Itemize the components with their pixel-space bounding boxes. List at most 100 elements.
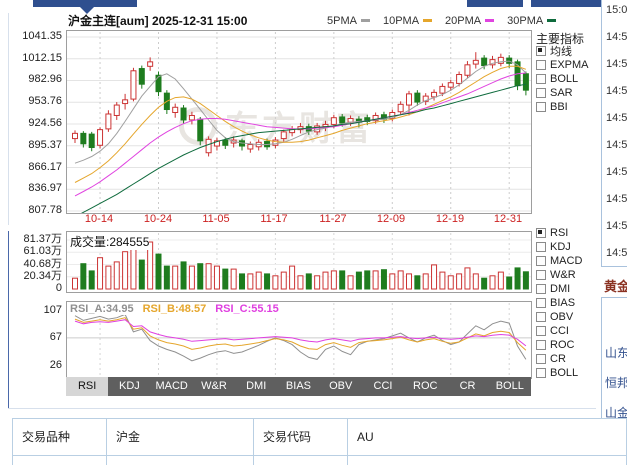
indicator-rsi[interactable]: RSI [536, 226, 600, 240]
rsi-values-header: RSI_A:34.95 RSI_B:48.57 RSI_C:55.15 [70, 303, 293, 315]
indicator-expma[interactable]: EXPMA [536, 58, 600, 72]
tab-macd[interactable]: MACD [155, 380, 188, 392]
legend-swatch [360, 19, 370, 22]
field-value-code: AU [348, 419, 627, 456]
checkbox-icon [536, 368, 546, 378]
volume-tick-label: 40.68万 [23, 258, 62, 270]
rsi-a-value: RSI_A:34.95 [70, 303, 134, 315]
time-list-item[interactable]: 14:5 [606, 220, 627, 232]
section-divider [8, 408, 596, 409]
top-button-right[interactable] [531, 0, 603, 7]
tab-cci[interactable]: CCI [373, 380, 393, 392]
volume-chart[interactable]: 成交量:284555 [66, 231, 532, 293]
legend-label: 30PMA [507, 15, 544, 27]
tab-dmi[interactable]: DMI [246, 380, 267, 392]
time-list-item[interactable]: 14:5 [606, 139, 627, 151]
date-tick-label: 11-05 [202, 213, 230, 225]
indicator-label: OBV [550, 311, 574, 323]
price-tick-label: 982.96 [28, 73, 62, 85]
indicator-label: EXPMA [550, 59, 589, 71]
indicator-label: ROC [550, 339, 575, 351]
indicator-label: MACD [550, 255, 583, 267]
ma-legend: 5PMA 10PMA 20PMA 30PMA [327, 15, 557, 27]
tab-arrow-down-icon [80, 7, 94, 14]
top-button-left[interactable] [467, 0, 523, 7]
indicator-cr[interactable]: CR [536, 352, 600, 366]
indicator-label: CCI [550, 325, 569, 337]
candlestick-chart[interactable]: 东方财富 [66, 30, 532, 214]
price-tick-label: 866.17 [28, 161, 62, 173]
legend-item-5pma: 5PMA [327, 15, 370, 27]
rsi-tick-label: 107 [43, 304, 62, 316]
stock-link[interactable]: 山东 [605, 346, 627, 360]
volume-value-label: 成交量:284555 [70, 233, 150, 250]
indicator-boll[interactable]: BOLL [536, 72, 600, 86]
stock-link[interactable]: 恒邦 [605, 376, 627, 390]
legend-item-30pma: 30PMA [507, 15, 557, 27]
indicator-obv[interactable]: OBV [536, 310, 600, 324]
checkbox-icon [536, 284, 546, 294]
volume-tick-label: 81.37万 [23, 233, 62, 245]
indicator-boll[interactable]: BOLL [536, 366, 600, 380]
indicator-ma[interactable]: 均线 [536, 44, 600, 58]
indicator-sar[interactable]: SAR [536, 86, 600, 100]
sub-indicator-list: RSI KDJ MACD W&R DMI BIAS OBV CCI ROC CR BOLL [536, 226, 600, 380]
table-cell-empty [254, 456, 348, 465]
field-label-variety: 交易品种 [13, 419, 107, 456]
tab-bias[interactable]: BIAS [285, 380, 311, 392]
indicator-wr[interactable]: W&R [536, 268, 600, 282]
checkbox-icon [536, 270, 546, 280]
legend-label: 10PMA [382, 15, 420, 27]
time-list-item[interactable]: 14:5 [606, 58, 627, 70]
rsi-b-value: RSI_B:48.57 [142, 303, 207, 315]
date-tick-label: 10-14 [84, 213, 114, 225]
indicator-roc[interactable]: ROC [536, 338, 600, 352]
checkbox-checked-icon [536, 46, 546, 56]
time-list-item[interactable]: 15:0 [606, 4, 627, 16]
date-tick-label: 12-09 [376, 213, 406, 225]
tab-w-r[interactable]: W&R [201, 380, 227, 392]
stock-link[interactable]: 山金 [605, 406, 627, 420]
rsi-plot [67, 303, 531, 377]
indicator-label: SAR [550, 87, 573, 99]
indicator-bias[interactable]: BIAS [536, 296, 600, 310]
indicator-kdj[interactable]: KDJ [536, 240, 600, 254]
sidebar-heading: 主要指标 [536, 32, 585, 46]
price-tick-label: 1041.35 [22, 30, 62, 42]
time-list-item[interactable]: 14:5 [606, 31, 627, 43]
field-value-variety: 沪金 [107, 419, 254, 456]
date-tick-label: 10-24 [143, 213, 173, 225]
indicator-label: CR [550, 353, 566, 365]
time-list-item[interactable]: 14:5 [606, 112, 627, 124]
time-list-item[interactable]: 14:5 [606, 193, 627, 205]
legend-swatch [485, 19, 495, 22]
field-label-code: 交易代码 [254, 419, 348, 456]
indicator-label: BOLL [550, 367, 579, 379]
checkbox-icon [536, 340, 546, 350]
indicator-label: W&R [550, 269, 576, 281]
time-list-item[interactable]: 14:5 [606, 166, 627, 178]
indicator-cci[interactable]: CCI [536, 324, 600, 338]
table-cell-empty [107, 456, 254, 465]
tab-boll[interactable]: BOLL [495, 380, 524, 392]
brand-logo-icon [179, 107, 217, 145]
tab-roc[interactable]: ROC [413, 380, 438, 392]
top-tab-indicator[interactable] [33, 0, 137, 7]
indicator-bbi[interactable]: BBI [536, 100, 600, 114]
volume-tick-label: 61.03万 [23, 245, 62, 257]
rsi-chart[interactable]: RSI_A:34.95 RSI_B:48.57 RSI_C:55.15 [66, 301, 532, 379]
tab-kdj[interactable]: KDJ [119, 380, 140, 392]
legend-swatch [547, 19, 557, 22]
time-list-item[interactable]: 14:5 [606, 247, 627, 259]
indicator-tab-bar: RSI KDJ MACD W&R DMI BIAS OBV CCI ROC CR BOLL [66, 377, 531, 396]
indicator-dmi[interactable]: DMI [536, 282, 600, 296]
indicator-macd[interactable]: MACD [536, 254, 600, 268]
indicator-label: DMI [550, 283, 571, 295]
time-list-item[interactable]: 14:5 [606, 85, 627, 97]
tab-obv[interactable]: OBV [329, 380, 353, 392]
tab-cr[interactable]: CR [459, 380, 476, 392]
checkbox-icon [536, 88, 546, 98]
panel-edge-line [8, 13, 9, 225]
tab-rsi[interactable]: RSI [66, 377, 109, 396]
